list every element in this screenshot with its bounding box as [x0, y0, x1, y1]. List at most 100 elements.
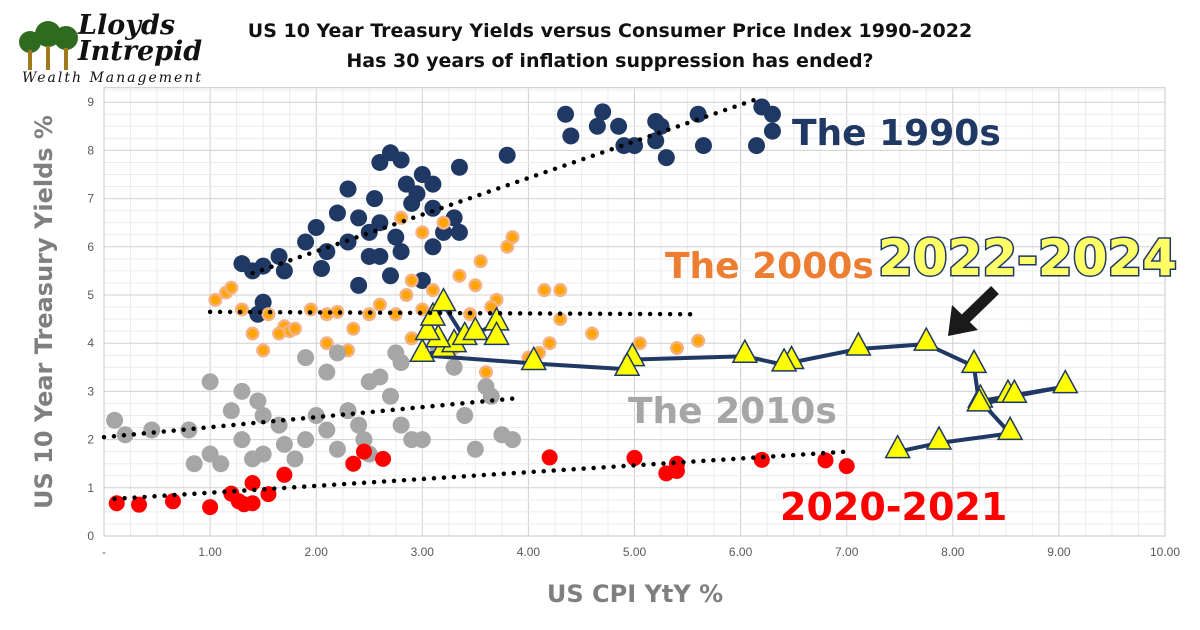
data-point — [588, 117, 606, 135]
arrow-icon — [948, 286, 999, 336]
annotation-label: The 2010s — [628, 391, 837, 432]
data-point — [503, 431, 521, 449]
data-point-core — [248, 329, 258, 339]
y-tick-label: 1 — [87, 481, 94, 495]
data-point — [753, 451, 770, 468]
data-point — [339, 180, 357, 198]
data-point — [387, 228, 405, 246]
data-point-core — [470, 280, 480, 290]
data-point-core — [481, 367, 491, 377]
data-point — [466, 440, 484, 458]
data-point — [381, 387, 399, 405]
data-point-core — [476, 256, 486, 266]
data-point — [817, 452, 834, 469]
y-tick-label: 4 — [87, 336, 94, 350]
data-point — [328, 204, 346, 222]
data-point — [222, 402, 240, 420]
data-point — [482, 387, 500, 405]
annotation-label: 2022-2024 — [878, 229, 1177, 287]
x-tick-label: 6.00 — [729, 545, 753, 559]
data-point — [408, 185, 426, 203]
data-point-core — [290, 324, 300, 334]
x-tick-label: 2.00 — [305, 545, 329, 559]
data-point — [143, 421, 161, 439]
data-point — [106, 411, 124, 429]
data-point-core — [428, 285, 438, 295]
data-point — [275, 262, 293, 280]
data-point — [483, 320, 510, 346]
data-point — [371, 247, 389, 265]
data-point — [731, 338, 759, 363]
data-point-core — [439, 218, 449, 228]
data-point-core — [502, 242, 512, 252]
logo-line3: Wealth Management — [22, 70, 203, 86]
data-point — [430, 287, 457, 312]
chart-subtitle: Has 30 years of inflation suppression ha… — [346, 50, 874, 72]
data-point — [657, 149, 675, 167]
data-point — [652, 117, 670, 135]
data-point — [1052, 369, 1079, 394]
data-point — [387, 344, 405, 362]
data-point — [884, 434, 911, 459]
data-point — [307, 219, 325, 237]
x-tick-label: 1.00 — [198, 545, 222, 559]
trendline-2010s — [101, 396, 515, 440]
data-point — [668, 455, 685, 472]
data-point — [318, 243, 336, 261]
data-point — [313, 259, 331, 277]
y-tick-label: 9 — [87, 95, 94, 109]
data-point — [409, 337, 436, 362]
data-point — [297, 233, 315, 251]
data-point — [244, 474, 261, 491]
data-point — [450, 158, 468, 176]
data-point — [275, 435, 293, 453]
data-point — [297, 349, 315, 367]
data-point — [318, 421, 336, 439]
x-tick-label: 8.00 — [941, 545, 965, 559]
annotation-label: The 1990s — [792, 113, 1001, 154]
data-point — [557, 105, 575, 123]
data-point — [328, 440, 346, 458]
x-tick-label: - — [102, 545, 106, 559]
plot-border — [103, 87, 1166, 537]
y-tick-label: 2 — [87, 433, 94, 447]
data-point-core — [375, 300, 385, 310]
data-point-core — [454, 271, 464, 281]
x-tick-label: 4.00 — [517, 545, 541, 559]
data-point-core — [587, 329, 597, 339]
data-point — [244, 495, 261, 512]
data-point — [345, 455, 362, 472]
data-point — [212, 455, 230, 473]
data-point — [456, 407, 474, 424]
x-tick-label: 9.00 — [1047, 545, 1071, 559]
data-point-core — [486, 302, 496, 312]
data-point — [424, 238, 442, 256]
data-point — [249, 392, 267, 410]
logo: Lloyds Intrepid Wealth Management — [18, 8, 248, 88]
data-point — [462, 315, 489, 341]
data-point — [131, 496, 148, 513]
y-tick-label: 7 — [87, 192, 94, 206]
data-point — [254, 407, 272, 424]
data-point — [355, 431, 373, 449]
data-point — [763, 105, 781, 123]
trendline-2000s — [207, 309, 701, 317]
x-axis-title: US CPI YtY % — [547, 580, 723, 608]
data-point — [966, 387, 993, 412]
trees-icon — [19, 21, 78, 70]
data-point-core — [555, 314, 565, 324]
data-point — [328, 344, 346, 362]
data-point-core — [693, 336, 703, 346]
data-point — [307, 407, 325, 424]
data-point — [414, 315, 441, 341]
x-tick-label: 10.00 — [1150, 545, 1180, 559]
x-tick-label: 3.00 — [411, 545, 435, 559]
data-point — [244, 450, 262, 468]
data-point — [845, 331, 872, 356]
trendline-2020-2021 — [112, 449, 849, 502]
data-point — [445, 358, 463, 376]
data-point — [960, 348, 988, 374]
data-point — [286, 450, 304, 468]
data-point-core — [401, 290, 411, 300]
